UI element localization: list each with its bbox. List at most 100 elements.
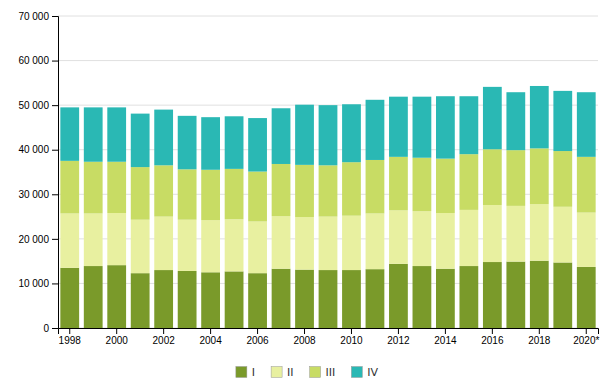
bar bbox=[60, 268, 79, 328]
bar bbox=[459, 266, 478, 328]
bar bbox=[248, 273, 267, 328]
y-tick: 20 000 bbox=[18, 234, 58, 245]
bar bbox=[154, 270, 173, 328]
x-tick-mark bbox=[586, 328, 587, 334]
y-tick: 70 000 bbox=[18, 11, 58, 22]
series bbox=[60, 86, 595, 172]
y-tick-label: 50 000 bbox=[18, 100, 49, 111]
x-tick-mark bbox=[539, 328, 540, 334]
x-tick-mark bbox=[257, 328, 258, 334]
bar bbox=[178, 220, 197, 271]
x-tick-label: 1998 bbox=[59, 335, 82, 346]
bar bbox=[225, 271, 244, 328]
bar bbox=[154, 110, 173, 166]
bar bbox=[107, 213, 126, 265]
bar bbox=[506, 92, 525, 150]
bar bbox=[84, 107, 103, 161]
x-tick-label: 2016 bbox=[481, 335, 504, 346]
bar bbox=[201, 272, 220, 328]
x-tick-mark bbox=[351, 328, 352, 334]
bar bbox=[107, 107, 126, 161]
bar bbox=[577, 157, 596, 213]
bar bbox=[154, 165, 173, 216]
bar bbox=[201, 117, 220, 170]
x-axis-line bbox=[59, 329, 599, 335]
bar bbox=[366, 160, 385, 213]
bar bbox=[366, 213, 385, 269]
legend-item: IV bbox=[351, 366, 378, 379]
bar bbox=[436, 269, 455, 328]
x-tick-label: 2014 bbox=[434, 335, 457, 346]
bar bbox=[553, 91, 572, 151]
legend-swatch bbox=[351, 367, 362, 378]
bar bbox=[530, 204, 549, 261]
y-tick-mark bbox=[52, 105, 58, 106]
bar bbox=[389, 157, 408, 210]
bar bbox=[553, 151, 572, 207]
bar bbox=[178, 169, 197, 219]
bar bbox=[413, 158, 432, 211]
legend: IIIIIIIV bbox=[236, 366, 379, 379]
grid bbox=[58, 16, 598, 328]
x-tick-mark bbox=[210, 328, 211, 334]
bar bbox=[319, 270, 338, 328]
legend-item: III bbox=[310, 366, 336, 379]
y-axis: 010 00020 00030 00040 00050 00060 00070 … bbox=[18, 11, 58, 334]
y-tick-mark bbox=[52, 283, 58, 284]
bar bbox=[436, 213, 455, 269]
bar bbox=[201, 170, 220, 220]
y-tick-mark bbox=[52, 194, 58, 195]
x-tick-label: 2006 bbox=[246, 335, 269, 346]
bar bbox=[248, 172, 267, 222]
bar bbox=[436, 159, 455, 213]
bar bbox=[483, 205, 502, 262]
x-tick: 2008 bbox=[293, 328, 316, 346]
bar bbox=[389, 210, 408, 263]
x-tick: 1998 bbox=[59, 328, 82, 346]
bar bbox=[483, 262, 502, 328]
x-tick-mark bbox=[398, 328, 399, 334]
bar bbox=[459, 154, 478, 210]
bar bbox=[342, 270, 361, 328]
x-tick: 2018 bbox=[528, 328, 551, 346]
legend-item: I bbox=[236, 366, 255, 379]
bar bbox=[436, 96, 455, 158]
legend-item: II bbox=[271, 366, 294, 379]
bar bbox=[107, 162, 126, 213]
bar bbox=[201, 220, 220, 272]
bar bbox=[295, 270, 314, 328]
legend-swatch bbox=[310, 367, 321, 378]
x-tick-label: 2020* bbox=[573, 335, 599, 346]
y-axis-line bbox=[52, 17, 59, 329]
legend-swatch bbox=[271, 367, 282, 378]
bar bbox=[272, 108, 291, 164]
y-tick-label: 60 000 bbox=[18, 55, 49, 66]
legend-swatch bbox=[236, 367, 247, 378]
grid-line bbox=[58, 16, 598, 17]
bar bbox=[272, 216, 291, 269]
bar bbox=[107, 265, 126, 328]
bar bbox=[131, 167, 150, 220]
bar bbox=[342, 162, 361, 215]
bar bbox=[342, 104, 361, 162]
bar bbox=[295, 105, 314, 165]
legend-label: I bbox=[252, 366, 255, 379]
y-tick: 40 000 bbox=[18, 144, 58, 155]
y-tick: 60 000 bbox=[18, 55, 58, 66]
legend-label: III bbox=[326, 366, 336, 379]
y-tick-label: 40 000 bbox=[18, 144, 49, 155]
bar bbox=[459, 210, 478, 266]
bar bbox=[60, 213, 79, 267]
bar bbox=[131, 273, 150, 328]
bar bbox=[319, 105, 338, 165]
legend-label: IV bbox=[367, 366, 378, 379]
bar bbox=[483, 87, 502, 149]
x-tick: 2006 bbox=[246, 328, 269, 346]
bar bbox=[60, 161, 79, 214]
x-axis: 1998200020022004200620082010201220142016… bbox=[59, 328, 600, 346]
bar bbox=[366, 100, 385, 160]
bar bbox=[577, 92, 596, 157]
y-tick-label: 0 bbox=[43, 323, 49, 334]
x-tick: 2010 bbox=[340, 328, 363, 346]
bar bbox=[225, 219, 244, 271]
